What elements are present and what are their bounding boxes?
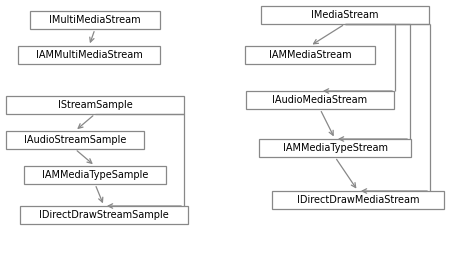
FancyBboxPatch shape xyxy=(24,166,166,184)
FancyBboxPatch shape xyxy=(6,96,184,114)
FancyBboxPatch shape xyxy=(30,11,160,29)
Text: IStreamSample: IStreamSample xyxy=(58,100,132,110)
Text: IAudioStreamSample: IAudioStreamSample xyxy=(24,135,126,145)
FancyBboxPatch shape xyxy=(259,139,411,157)
Text: IAMMultiMediaStream: IAMMultiMediaStream xyxy=(35,50,143,60)
Text: IDirectDrawMediaStream: IDirectDrawMediaStream xyxy=(297,195,419,205)
Text: IAMMediaTypeStream: IAMMediaTypeStream xyxy=(283,143,388,153)
Text: IMultiMediaStream: IMultiMediaStream xyxy=(49,15,141,25)
FancyBboxPatch shape xyxy=(246,91,394,109)
FancyBboxPatch shape xyxy=(18,46,160,64)
FancyBboxPatch shape xyxy=(20,206,188,224)
Text: IDirectDrawStreamSample: IDirectDrawStreamSample xyxy=(39,210,169,220)
FancyBboxPatch shape xyxy=(272,191,444,209)
Text: IAMMediaTypeSample: IAMMediaTypeSample xyxy=(42,170,148,180)
FancyBboxPatch shape xyxy=(261,6,429,24)
FancyBboxPatch shape xyxy=(245,46,375,64)
Text: IAMMediaStream: IAMMediaStream xyxy=(269,50,351,60)
Text: IMediaStream: IMediaStream xyxy=(311,10,379,20)
FancyBboxPatch shape xyxy=(6,131,144,149)
Text: IAudioMediaStream: IAudioMediaStream xyxy=(272,95,368,105)
